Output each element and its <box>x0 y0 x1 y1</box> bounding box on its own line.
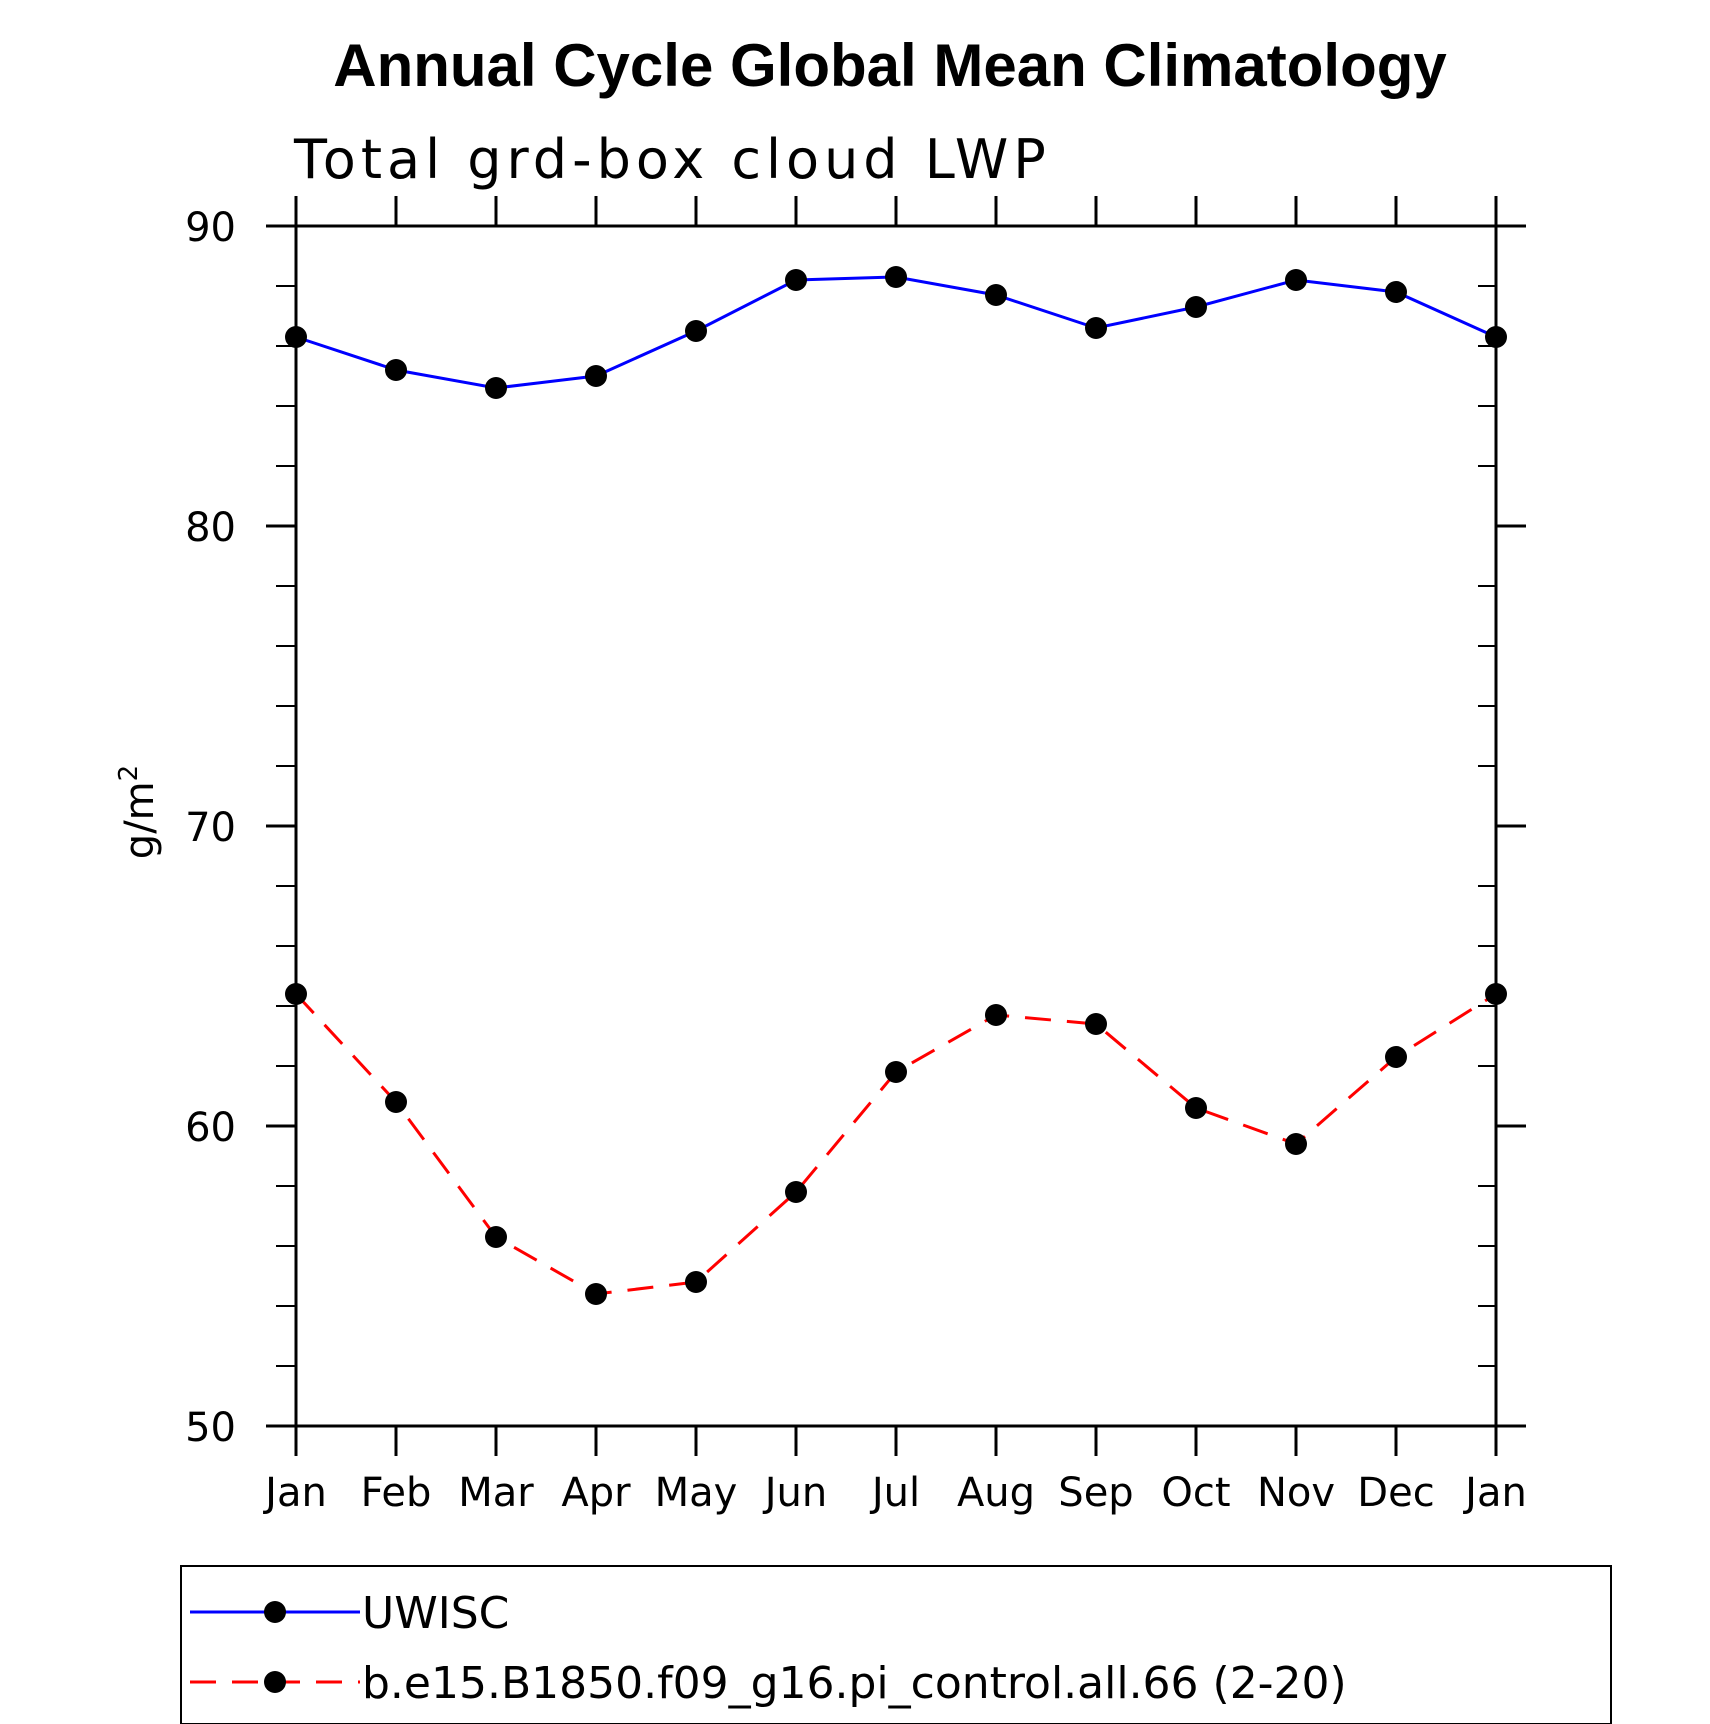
x-tick-label: Feb <box>361 1470 432 1516</box>
data-point <box>1085 1013 1107 1035</box>
x-tick-label: Aug <box>957 1470 1035 1516</box>
data-point <box>285 326 307 348</box>
axis-ticks: Jan Feb Mar Apr May Jun Jul Aug Sep Oct Nov Dec Jan 5… <box>185 196 1527 1516</box>
data-point <box>685 1271 707 1293</box>
legend-box <box>180 1565 1612 1724</box>
x-tick-label: May <box>655 1470 738 1516</box>
data-point <box>1285 269 1307 291</box>
y-tick-label: 60 <box>185 1105 236 1151</box>
data-point <box>985 1004 1007 1026</box>
data-point <box>1185 1097 1207 1119</box>
data-point <box>985 284 1007 306</box>
data-point <box>685 320 707 342</box>
data-point <box>485 377 507 399</box>
data-point <box>1485 326 1507 348</box>
x-tick-label: Jun <box>762 1470 828 1516</box>
data-point <box>1185 296 1207 318</box>
data-point <box>285 983 307 1005</box>
y-tick-label: 70 <box>185 805 236 851</box>
y-axis-label-superscript: 2 <box>114 765 144 782</box>
series-line-2 <box>294 992 1497 1296</box>
y-axis-label: g/m2 <box>114 765 163 859</box>
x-tick-label: Jan <box>1462 1470 1527 1516</box>
plot-border <box>294 224 1498 1428</box>
chart-title: Annual Cycle Global Mean Climatology <box>333 32 1447 99</box>
x-tick-label: Oct <box>1161 1470 1230 1516</box>
x-tick-label: Sep <box>1058 1470 1133 1516</box>
data-point <box>1285 1133 1307 1155</box>
data-point <box>1485 983 1507 1005</box>
y-tick-label: 80 <box>185 505 236 551</box>
legend-label-1: UWISC <box>362 1588 509 1639</box>
data-point <box>1085 317 1107 339</box>
y-tick-label: 50 <box>185 1405 236 1451</box>
data-point <box>385 1091 407 1113</box>
legend: UWISC b.e15.B1850.f09_g16.pi_control.all.… <box>180 1565 1612 1724</box>
y-tick-label: 90 <box>185 205 236 251</box>
legend-marker <box>264 1601 286 1623</box>
legend-label-2: b.e15.B1850.f09_g16.pi_control.all.66 (2… <box>362 1658 1347 1709</box>
data-point <box>1385 281 1407 303</box>
x-tick-label: Jan <box>262 1470 327 1516</box>
plot-frame <box>294 224 1498 1428</box>
legend-marker <box>264 1671 286 1693</box>
x-tick-label: Nov <box>1257 1470 1335 1516</box>
data-point <box>585 1283 607 1305</box>
data-point <box>385 359 407 381</box>
x-tick-label: Mar <box>458 1470 534 1516</box>
data-point <box>485 1226 507 1248</box>
x-tick-label: Jul <box>869 1470 920 1516</box>
data-point <box>785 269 807 291</box>
series-line-1 <box>295 275 1497 390</box>
series-layer <box>285 266 1507 1305</box>
chart-subtitle: Total grd-box cloud LWP <box>293 128 1051 191</box>
data-point <box>585 365 607 387</box>
data-point <box>885 1061 907 1083</box>
data-point <box>785 1181 807 1203</box>
y-axis-label-main: g/m <box>117 781 163 859</box>
data-point <box>1385 1046 1407 1068</box>
x-tick-label: Dec <box>1357 1470 1434 1516</box>
x-tick-label: Apr <box>561 1470 631 1516</box>
data-point <box>885 266 907 288</box>
